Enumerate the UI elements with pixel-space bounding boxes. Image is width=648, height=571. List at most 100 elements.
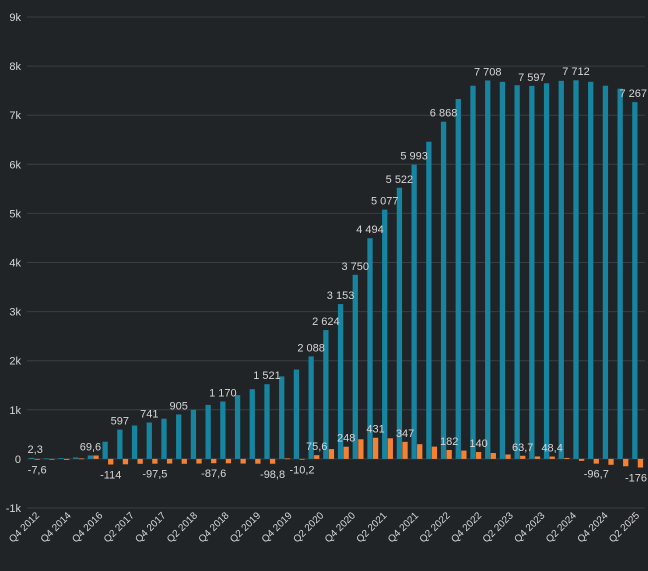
bar-series-1 (117, 429, 123, 459)
y-tick-label: 4k (9, 258, 21, 270)
bar-series-2 (225, 458, 232, 464)
bar-series-2 (372, 437, 379, 459)
data-label-series-2: 248 (337, 433, 355, 445)
y-tick-label: 5k (9, 208, 21, 220)
y-tick-label: 7k (9, 110, 21, 122)
data-label-series-1: 2,3 (28, 444, 43, 456)
bar-series-1 (396, 187, 403, 459)
bar-series-2 (520, 455, 526, 459)
x-tick-label: Q4 2014 (39, 510, 74, 545)
bar-series-1 (234, 395, 241, 459)
bar-series-2 (196, 458, 202, 464)
bar-series-2 (328, 449, 335, 459)
bar-series-1 (73, 457, 79, 459)
bar-series-1 (220, 401, 226, 459)
bar-series-1 (426, 141, 432, 459)
bar-series-2 (78, 458, 84, 460)
data-label-series-2: -10,2 (289, 464, 314, 476)
bar-series-1 (279, 376, 285, 459)
bar-series-2 (314, 455, 320, 459)
y-tick-label: -1k (6, 503, 22, 515)
data-label-series-1: 1 170 (209, 387, 237, 399)
data-label-series-1: 7 712 (562, 66, 590, 78)
bar-series-2 (108, 458, 114, 465)
bar-series-1 (573, 80, 579, 459)
x-tick-label: Q2 2023 (481, 510, 516, 545)
bar-series-1 (367, 238, 373, 459)
bar-series-2 (137, 458, 143, 464)
bar-series-2 (417, 444, 423, 459)
bar-series-2 (402, 441, 408, 459)
data-label-series-2: 182 (440, 436, 458, 448)
x-tick-label: Q4 2022 (449, 510, 484, 545)
bar-series-2 (534, 456, 541, 459)
bar-series-2 (431, 446, 438, 459)
data-label-series-1: 5 522 (386, 174, 414, 186)
data-label-series-1: 4 494 (356, 224, 384, 236)
data-label-series-1: 7 267 (619, 88, 647, 100)
bar-series-1 (352, 274, 358, 459)
bar-series-1 (588, 81, 594, 459)
x-tick-label: Q4 2016 (70, 510, 105, 545)
bar-series-1 (617, 88, 623, 459)
bar-series-2 (284, 458, 290, 460)
data-label-series-2: 63,7 (512, 442, 533, 454)
bar-series-2 (255, 458, 261, 464)
data-label-series-1: 69,6 (80, 441, 101, 453)
bar-series-2 (211, 458, 217, 464)
bar-series-2 (637, 458, 644, 468)
bar-series-2 (63, 458, 70, 460)
x-tick-label: Q4 2020 (323, 510, 358, 545)
x-tick-label: Q4 2018 (197, 510, 232, 545)
bars (28, 80, 644, 468)
bar-series-1 (28, 457, 35, 459)
bar-series-2 (166, 458, 173, 464)
bar-series-1 (146, 422, 152, 459)
data-label-series-1: 6 868 (430, 108, 458, 120)
x-tick-label: Q2 2018 (165, 510, 200, 545)
bar-series-2 (608, 458, 614, 465)
x-tick-label: Q2 2021 (355, 510, 390, 545)
data-label-series-2: -176 (625, 473, 647, 485)
data-label-series-2: 75,6 (306, 441, 327, 453)
bar-series-2 (269, 458, 276, 464)
x-tick-label: Q4 2023 (512, 510, 547, 545)
x-tick-label: Q4 2019 (260, 510, 295, 545)
bar-series-2 (446, 449, 452, 459)
data-label-series-1: 5 993 (400, 151, 428, 163)
data-label-series-2: -96,7 (584, 469, 609, 481)
y-tick-label: 2k (9, 356, 21, 368)
bar-series-2 (593, 458, 599, 464)
bar-series-2 (505, 454, 511, 459)
bar-series-2 (549, 456, 555, 459)
data-label-series-2: -97,5 (142, 469, 167, 481)
bar-series-1 (382, 209, 388, 459)
bar-series-1 (455, 98, 461, 459)
bar-series-2 (34, 458, 40, 460)
bar-series-1 (205, 404, 211, 459)
bar-series-2 (358, 439, 364, 459)
bar-series-1 (485, 80, 491, 459)
bar-series-1 (514, 85, 520, 459)
y-tick-label: 3k (9, 307, 21, 319)
bar-series-1 (632, 102, 638, 459)
bar-series-2 (578, 458, 585, 461)
bar-series-2 (122, 458, 129, 465)
y-tick-label: 8k (9, 61, 21, 73)
data-label-series-2: -87,6 (201, 468, 226, 480)
data-label-series-2: -114 (100, 469, 121, 481)
bar-series-1 (529, 85, 535, 459)
bar-series-1 (58, 458, 64, 459)
bar-series-1 (176, 414, 182, 459)
data-label-series-1: 7 597 (518, 72, 546, 84)
data-label-series-1: 2 088 (297, 342, 325, 354)
data-label-series-1: 1 521 (253, 370, 281, 382)
data-label-series-1: 597 (111, 416, 129, 428)
bar-series-2 (299, 458, 305, 460)
bar-series-1 (190, 409, 197, 459)
data-label-series-1: 7 708 (474, 66, 502, 78)
bar-series-1 (323, 330, 329, 459)
bar-series-1 (308, 356, 314, 459)
